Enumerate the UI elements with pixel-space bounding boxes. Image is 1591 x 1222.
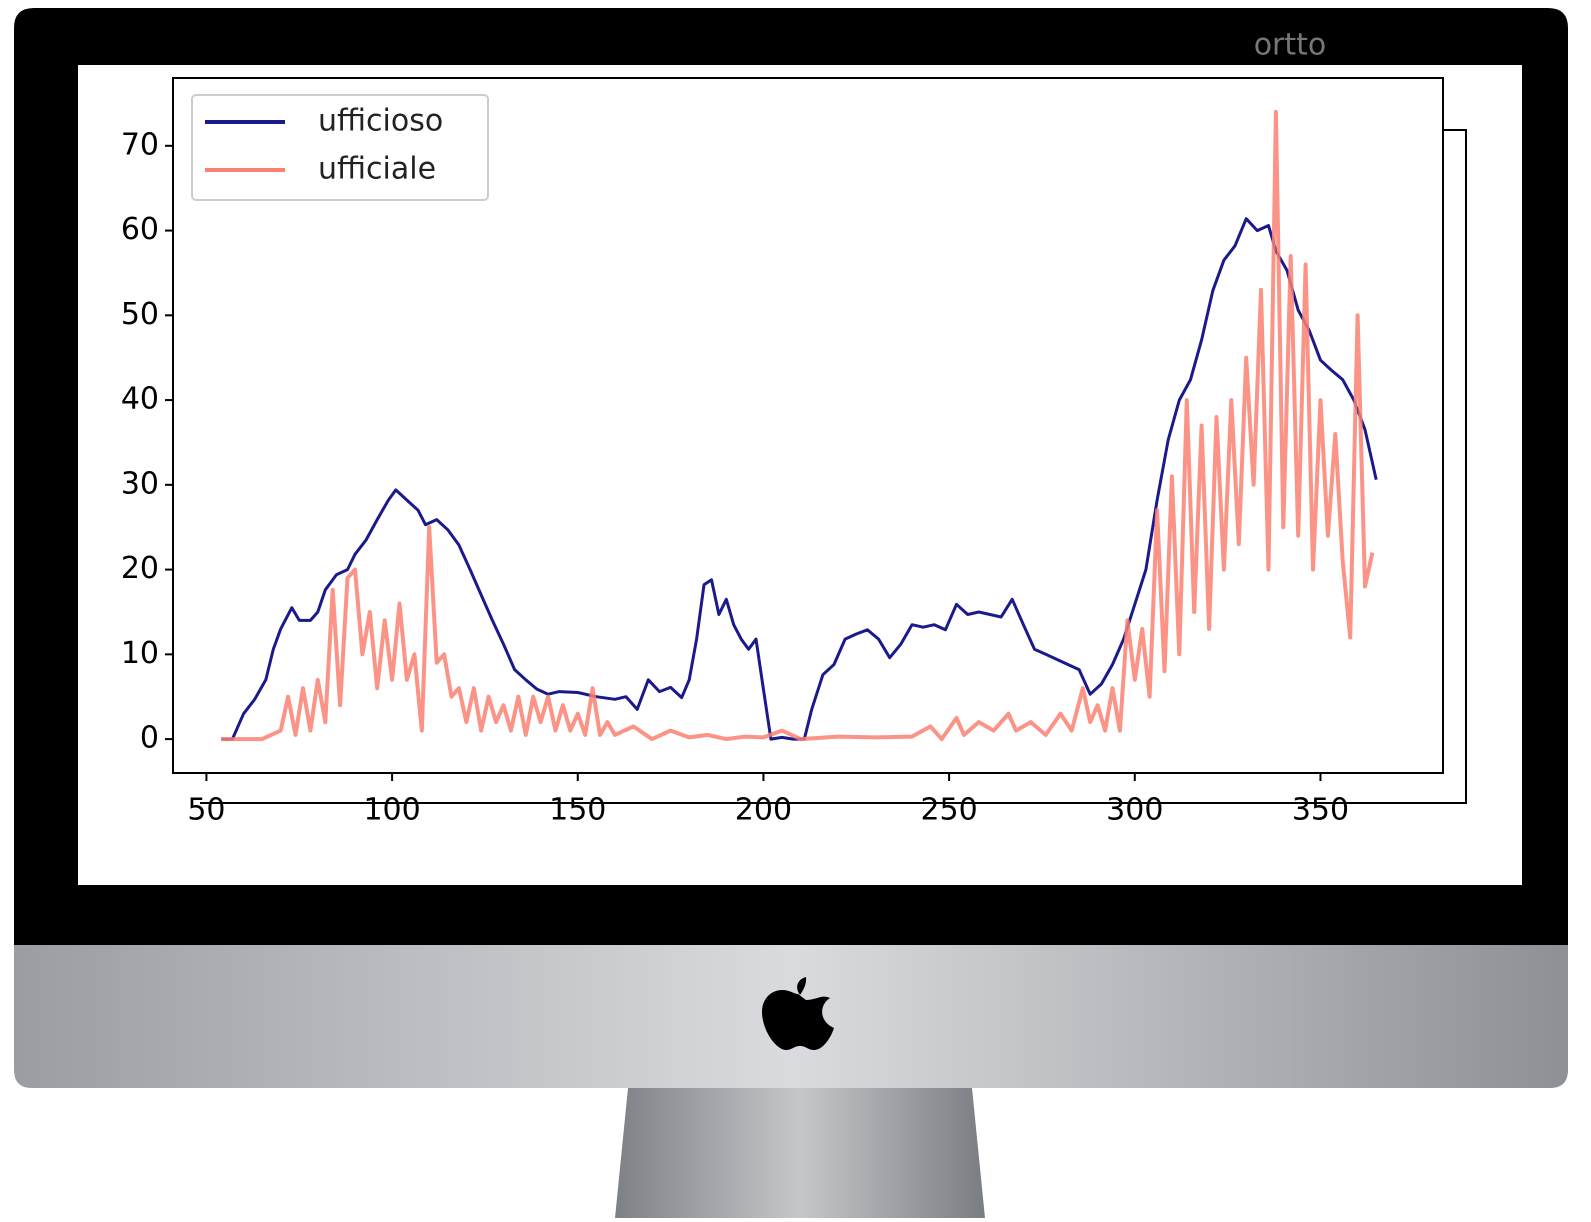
- y-tick-label: 0: [140, 721, 159, 756]
- x-tick-label: 350: [1292, 793, 1349, 828]
- x-tick-label: 100: [363, 793, 420, 828]
- x-tick-label: 300: [1106, 793, 1163, 828]
- y-tick-label: 50: [121, 297, 159, 332]
- stand: [615, 1088, 985, 1218]
- y-tick-label: 30: [121, 466, 159, 501]
- legend-label: ufficioso: [318, 104, 443, 139]
- x-tick-label: 200: [735, 793, 792, 828]
- y-tick-label: 60: [121, 212, 159, 247]
- y-tick-label: 40: [121, 382, 159, 417]
- chart-title: ortto: [1254, 28, 1327, 63]
- imac-mockup: ortto 50 100 150 200 250 300 350 0 10 20 30 40 50 60 7…: [0, 0, 1591, 1218]
- x-tick-label: 250: [920, 793, 977, 828]
- y-tick-label: 10: [121, 636, 159, 671]
- y-tick-label: 20: [121, 551, 159, 586]
- y-tick-label: 70: [121, 127, 159, 162]
- legend-label: ufficiale: [318, 152, 436, 187]
- x-tick-label: 150: [549, 793, 606, 828]
- x-tick-label: 50: [187, 793, 225, 828]
